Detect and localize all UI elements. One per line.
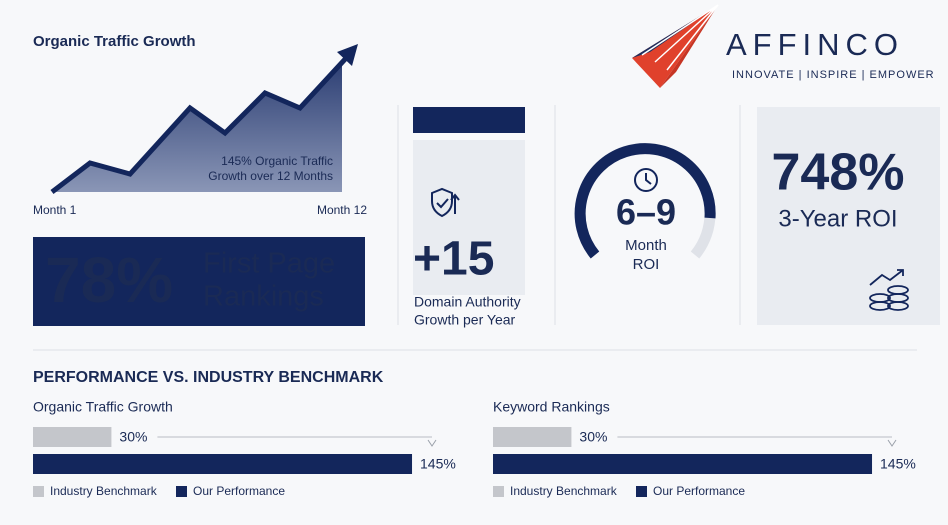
guide-arrow (427, 439, 437, 447)
clock-icon (634, 168, 658, 192)
roi-time-value: 6–9 (616, 192, 676, 233)
traffic-title: Organic Traffic Growth (33, 33, 196, 50)
roi-card (757, 107, 940, 325)
roi-time-label: ROI (633, 256, 660, 273)
bar (33, 454, 413, 474)
start-label: Month 1 (33, 203, 77, 217)
brand: AFFINCO (726, 27, 904, 62)
coins-icon (869, 269, 909, 311)
bar (493, 454, 873, 474)
roi-time-label: Month (625, 237, 667, 254)
gauge (574, 142, 716, 259)
legend-label: Industry Benchmark (510, 484, 618, 498)
traffic-annotation: Growth over 12 Months (208, 169, 333, 183)
end-label: Month 12 (317, 203, 367, 217)
first-page-label: Rankings (203, 281, 324, 313)
legend-swatch (493, 486, 504, 497)
bar (493, 427, 572, 447)
first-page-card (33, 237, 365, 326)
domain-label: Domain Authority (414, 294, 521, 310)
roi-value: 748% (772, 144, 905, 202)
domain-bar (413, 107, 525, 133)
value-label: 145% (880, 456, 916, 472)
legend-label: Industry Benchmark (50, 484, 158, 498)
roi-label: 3-Year ROI (778, 205, 897, 232)
shield-icon (431, 187, 460, 218)
traffic-annotation: 145% Organic Traffic (221, 154, 333, 168)
first-page-value: 78% (45, 244, 173, 316)
legend-swatch (636, 486, 647, 497)
legend-swatch (33, 486, 44, 497)
value-label: 30% (119, 429, 147, 445)
guide-arrow (887, 439, 897, 447)
chart-title: Organic Traffic Growth (33, 399, 173, 415)
domain-panel (413, 140, 525, 295)
value-label: 145% (420, 456, 456, 472)
domain-label: Growth per Year (414, 312, 516, 328)
domain-value: +15 (413, 233, 494, 286)
value-label: 30% (579, 429, 607, 445)
first-page-label: First Page (203, 248, 335, 280)
dividers (33, 105, 917, 351)
legend-swatch (176, 486, 187, 497)
legend-label: Our Performance (193, 484, 285, 498)
traffic-illustration (50, 44, 358, 194)
bar (33, 427, 112, 447)
legend-label: Our Performance (653, 484, 745, 498)
benchmark-title: PERFORMANCE VS. INDUSTRY BENCHMARK (33, 369, 384, 386)
logo (632, 4, 719, 88)
chart-title: Keyword Rankings (493, 399, 610, 415)
tagline: INNOVATE | INSPIRE | EMPOWER (732, 69, 935, 81)
